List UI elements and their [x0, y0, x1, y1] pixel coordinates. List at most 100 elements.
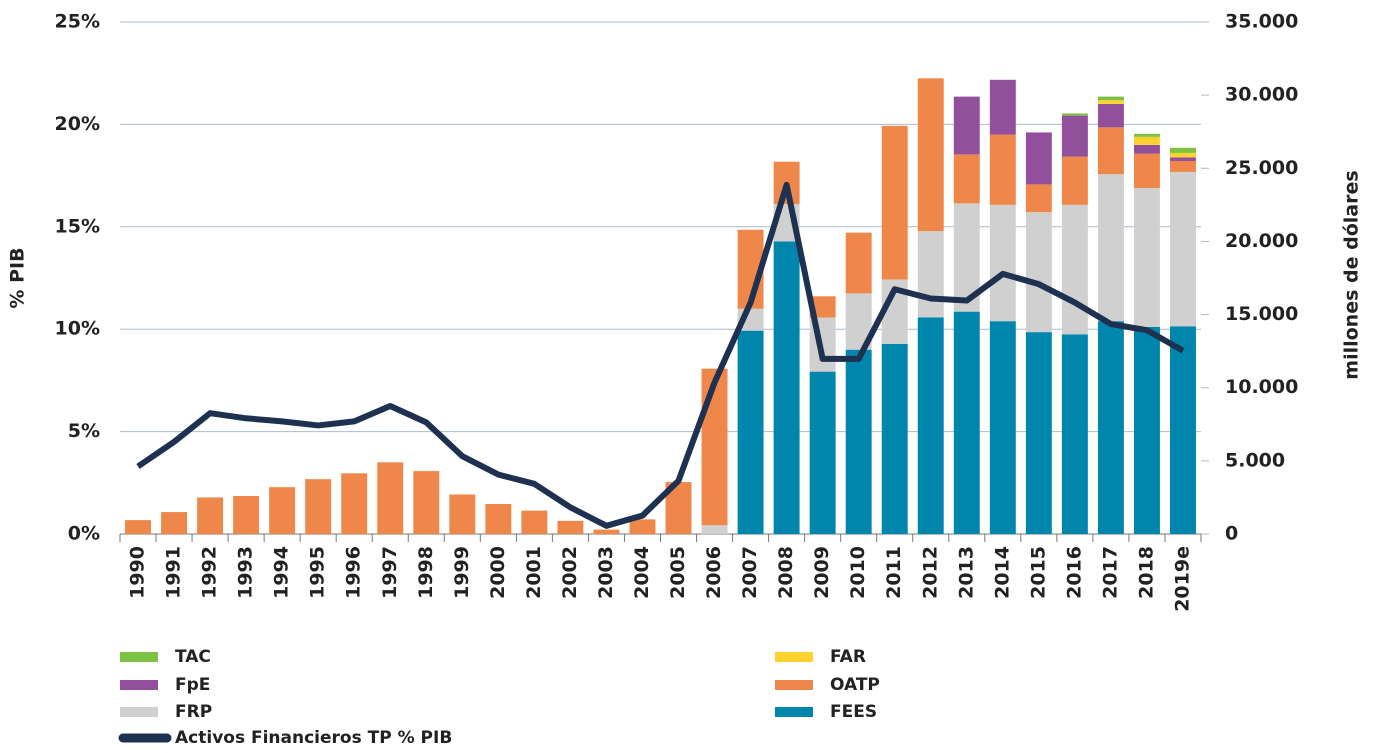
y2-tick-label: 30.000	[1225, 84, 1298, 106]
bar-segment	[521, 510, 548, 534]
x-tick-label: 2002	[559, 546, 581, 599]
x-tick-label: 2011	[883, 546, 905, 599]
x-tick-label: 2003	[595, 546, 617, 599]
bar-segment	[377, 462, 404, 534]
bar-segment	[1170, 160, 1196, 172]
bar-segment	[1133, 153, 1160, 189]
x-tick-label: 2019e	[1171, 546, 1193, 612]
y2-tick-label: 10.000	[1225, 376, 1298, 398]
bar-segment	[1170, 147, 1196, 153]
x-tick-label: 1997	[379, 546, 401, 599]
bar-segment	[1025, 212, 1052, 333]
x-tick-label: 2012	[919, 546, 941, 599]
x-tick-label: 1995	[307, 546, 329, 599]
bar-segment	[809, 296, 836, 318]
bar-segment	[233, 495, 260, 534]
y-tick-label: 0%	[68, 523, 100, 545]
x-tick-label: 2005	[667, 546, 689, 599]
legend-swatch	[775, 707, 813, 717]
y-tick-label: 10%	[55, 318, 100, 340]
bar-segment	[1133, 133, 1160, 137]
x-tick-label: 2015	[1027, 546, 1049, 599]
x-tick-label: 1996	[343, 546, 365, 599]
y-tick-label: 20%	[55, 113, 100, 135]
bar-segment	[737, 330, 764, 534]
legend-swatch	[775, 652, 813, 662]
x-tick-label: 2014	[991, 546, 1013, 599]
bar-segment	[125, 520, 151, 534]
y-tick-label: 5%	[68, 420, 100, 442]
legend-swatch	[120, 707, 158, 717]
bar-segment	[593, 529, 620, 534]
x-tick-label: 1993	[235, 546, 257, 599]
bar-segment	[989, 79, 1016, 135]
bar-segment	[701, 525, 728, 534]
y2-tick-label: 15.000	[1225, 303, 1298, 325]
x-tick-label: 1994	[271, 546, 293, 599]
bar-segment	[1025, 332, 1052, 534]
bar-segment	[449, 494, 476, 534]
bar-segment	[1061, 204, 1088, 335]
bar-segment	[1133, 136, 1160, 145]
x-tick-label: 2010	[847, 546, 869, 599]
bar-segment	[953, 154, 980, 204]
x-tick-label: 1998	[415, 546, 437, 599]
bar-segment	[1097, 321, 1124, 534]
x-tick-label: 2008	[775, 546, 797, 599]
x-tick-label: 2017	[1099, 546, 1121, 599]
x-tick-label: 2016	[1063, 546, 1085, 599]
bar-segment	[341, 473, 368, 534]
x-tick-label: 2004	[631, 546, 653, 599]
bar-segment	[953, 311, 980, 534]
bar-segment	[809, 371, 836, 534]
x-tick-label: 1990	[127, 546, 149, 599]
x-tick-label: 2001	[523, 546, 545, 599]
bar-segment	[1170, 326, 1196, 534]
x-tick-label: 2000	[487, 546, 509, 599]
bar-segment	[1097, 103, 1124, 128]
legend-swatch	[775, 680, 813, 690]
bar-segment	[1170, 157, 1196, 161]
bar-segment	[989, 204, 1016, 322]
y2-tick-label: 35.000	[1225, 11, 1298, 33]
bar-segment	[629, 519, 656, 534]
bar-segment	[845, 232, 872, 294]
legend-label: TAC	[175, 647, 211, 667]
legend-swatch	[120, 652, 158, 662]
y2-tick-label: 0	[1225, 523, 1238, 545]
legend-label: FRP	[175, 702, 212, 722]
bar-segment	[1097, 96, 1124, 101]
bar-segment	[917, 231, 944, 318]
bar-segment	[1133, 327, 1160, 534]
bar-segment	[1061, 113, 1088, 116]
y2-tick-label: 5.000	[1225, 449, 1285, 471]
bar-segment	[557, 520, 584, 534]
bar-segment	[989, 321, 1016, 534]
line	[136, 181, 1185, 529]
x-tick-label: 2013	[955, 546, 977, 599]
bar-segment	[161, 512, 188, 534]
legend-label: Activos Financieros TP % PIB	[175, 728, 452, 748]
y-axis-label: % PIB	[7, 247, 29, 308]
bar-segment	[485, 504, 512, 534]
bar-segment	[305, 479, 332, 534]
bar-segment	[413, 471, 440, 534]
x-tick-label: 1992	[199, 546, 221, 599]
bar-segment	[269, 487, 296, 534]
bar-segment	[1097, 174, 1124, 322]
legend-swatch	[120, 680, 158, 690]
y-tick-label: 25%	[55, 11, 100, 33]
bar-segment	[1025, 132, 1052, 185]
bar-segment	[1170, 152, 1196, 158]
x-tick-label: 1991	[163, 546, 185, 599]
bar-segment	[881, 343, 908, 534]
bar-segment	[1133, 188, 1160, 328]
legend-label: OATP	[830, 675, 880, 695]
legend-label: FEES	[830, 702, 877, 722]
bar-segment	[917, 78, 944, 232]
x-tick-label: 1999	[451, 546, 473, 599]
x-tick-label: 2018	[1135, 546, 1157, 599]
legend-label: FAR	[830, 647, 866, 667]
x-tick-label: 2006	[703, 546, 725, 599]
